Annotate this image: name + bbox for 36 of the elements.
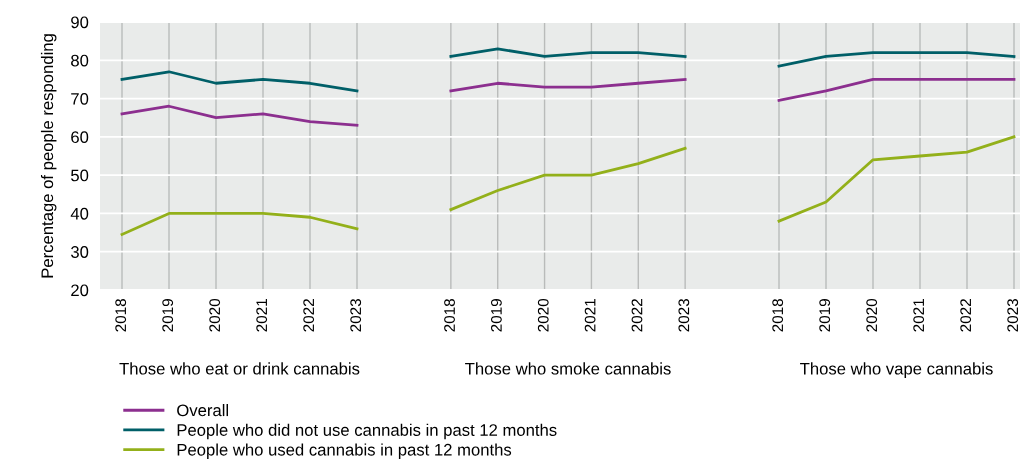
x-axis-title: Those who smoke cannabis: [465, 362, 671, 375]
x-tick-label: 2022: [960, 299, 972, 332]
x-tick-label: 2021: [256, 299, 268, 332]
y-tick-label: 90: [71, 16, 89, 29]
legend-label: People who did not use cannabis in past 12 months: [177, 423, 557, 440]
x-tick-label: 2021: [584, 299, 596, 332]
y-tick-label: 70: [71, 92, 89, 105]
x-tick-label: 2019: [491, 299, 502, 332]
x-tick-label: 2022: [631, 299, 643, 332]
x-tick-label: 2020: [209, 298, 221, 332]
y-tick-label: 50: [71, 169, 89, 182]
x-tick-label: 2020: [866, 298, 878, 332]
x-tick-label: 2023: [1007, 299, 1019, 332]
x-tick-label: 2021: [913, 299, 925, 332]
x-tick-label: 2019: [162, 299, 174, 332]
legend-label: Overall: [177, 404, 229, 417]
x-tick-label: 2018: [444, 298, 455, 332]
x-tick-label: 2018: [115, 298, 127, 332]
x-tick-label: 2020: [537, 298, 549, 332]
y-axis-title: Percentage of people responding: [40, 34, 57, 278]
y-tick-label: 30: [70, 246, 89, 258]
x-tick-label: 2022: [303, 299, 315, 332]
x-tick-label: 2023: [678, 299, 690, 332]
x-axis-title: Those who vape cannabis: [800, 362, 993, 378]
line-series: [120, 212, 359, 236]
line-series: [120, 104, 359, 127]
x-tick-label: 2019: [819, 299, 831, 332]
legend-label: People who used cannabis in past 12 months: [177, 443, 512, 459]
x-axis-title: Those who eat or drink cannabis: [119, 362, 360, 375]
line-series: [120, 70, 359, 93]
y-tick-label: 60: [71, 131, 89, 144]
y-tick-label: 80: [71, 54, 89, 67]
y-tick-label: 20: [71, 284, 89, 297]
y-tick-label: 40: [70, 207, 89, 220]
x-tick-label: 2023: [350, 299, 362, 332]
x-tick-label: 2018: [772, 298, 784, 332]
